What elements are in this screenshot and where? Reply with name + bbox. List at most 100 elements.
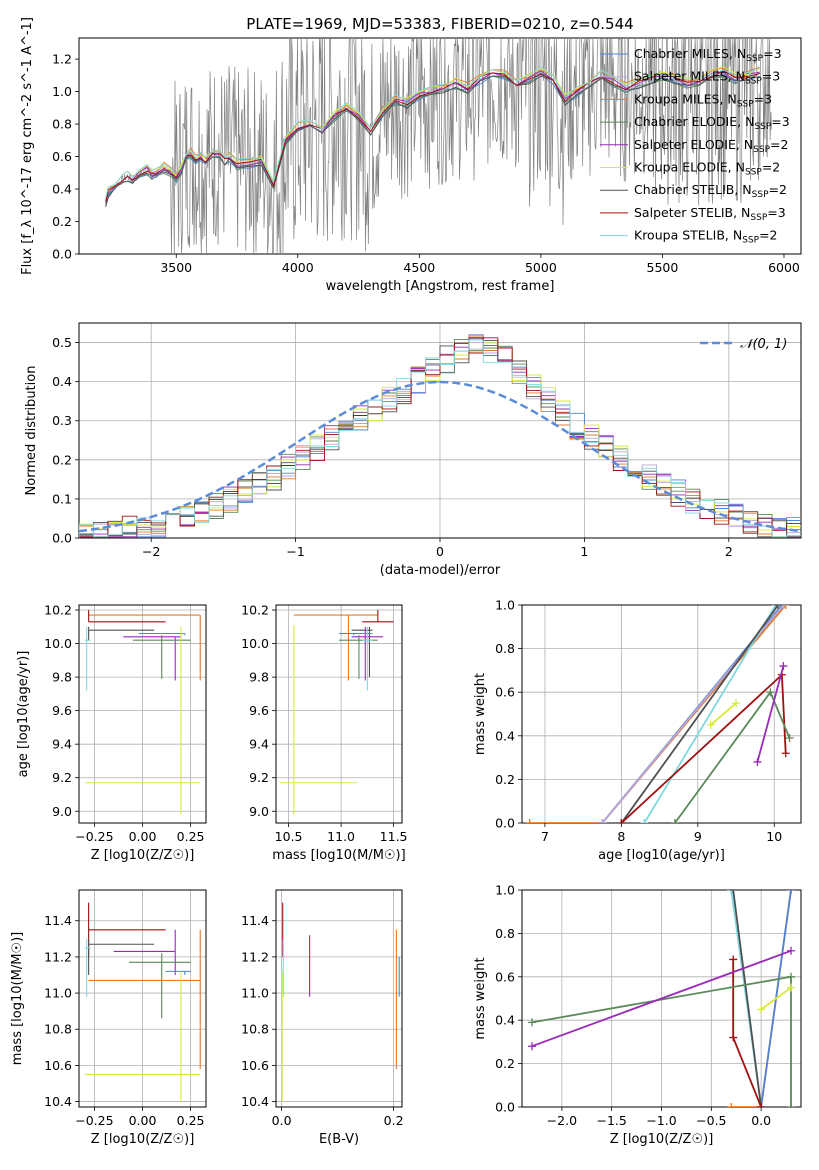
weight-marker [785, 733, 794, 742]
y-tick-label: 11.0 [241, 986, 269, 1001]
weight-marker [781, 749, 790, 758]
y-tick-label: 10.4 [44, 1094, 72, 1109]
massweight-vs-age-lines [525, 605, 794, 823]
legend-label: Salpeter MILES, NSSP=3 [634, 69, 780, 87]
weight-line [732, 959, 762, 1107]
y-tick-label: 0.6 [52, 149, 72, 164]
y-axis-label: Flux [f_λ 10^-17 erg cm^-2 s^-1 A^-1] [20, 17, 35, 275]
y-tick-label: 0.2 [495, 772, 515, 787]
axes-mass-vs-Z: −0.25 0.00 0.25 10.4 10.6 10.8 11.0 11.2 11.4 Z [… [10, 889, 207, 1147]
y-tick-label: 11.2 [44, 949, 72, 964]
weight-line [760, 986, 792, 1011]
y-tick-label: 11.4 [44, 913, 72, 928]
axes-residuals: −2 −1 0 1 2 0.0 0.1 0.2 0.3 0.4 0.5 (data-model)/er… [24, 322, 802, 578]
x-axis-label: mass [log10(M/M☉)] [272, 848, 405, 863]
y-tick-label: 1.0 [495, 598, 515, 613]
weight-marker [753, 757, 762, 766]
mass-vs-Z-points [84, 902, 201, 1102]
x-tick-label: −1.0 [646, 1113, 676, 1128]
plot-layer: 3500 4000 4500 5000 5500 6000 0.0 0.2 0.4 0.6 0.8 1… [10, 17, 802, 1147]
weight-marker [617, 819, 626, 823]
x-tick-label: 3500 [160, 260, 192, 275]
x-tick-label: 6000 [768, 260, 800, 275]
x-tick-label: 1 [580, 544, 588, 559]
axes-age-vs-mass: 10.5 11.0 11.5 9.0 9.2 9.4 9.6 9.8 10.0 10.2 mass … [241, 603, 407, 863]
y-tick-label: 9.6 [249, 703, 269, 718]
normal-distribution-curve [79, 380, 801, 533]
axes-frame [521, 889, 802, 1108]
y-tick-label: 0.4 [495, 728, 515, 743]
y-axis-label: mass [log10(M/M☉)] [10, 932, 25, 1065]
axes-frame [78, 889, 207, 1108]
weight-marker [787, 890, 796, 894]
x-axis-label: Z [log10(Z/Z☉)] [610, 1132, 714, 1147]
y-tick-label: 0.3 [52, 413, 72, 428]
x-axis-label: (data-model)/error [380, 563, 501, 578]
weight-marker [729, 1033, 738, 1042]
weight-marker [766, 688, 775, 697]
weight-marker [732, 699, 741, 708]
axes-frame [78, 37, 802, 255]
model-curve-salpeter-stelib [105, 70, 760, 203]
massweight-vs-Z-lines [527, 890, 796, 1107]
x-tick-label: 0.00 [129, 829, 157, 844]
axes-massweight-vs-age: 7 8 9 10 0.0 0.2 0.4 0.6 0.8 1.0 age [log10(age/yr… [473, 598, 802, 863]
x-tick-label: 9 [694, 829, 702, 844]
x-tick-label: 0.0 [751, 1113, 771, 1128]
y-tick-label: 0.0 [52, 247, 72, 262]
x-tick-label: 0.25 [177, 1113, 205, 1128]
weight-marker [670, 819, 679, 823]
weight-marker [527, 1042, 536, 1051]
y-tick-label: 1.2 [52, 52, 72, 67]
y-axis-label: mass weight [473, 673, 488, 755]
histogram-salpeter-stelib [79, 337, 801, 538]
y-tick-label: 9.2 [249, 770, 269, 785]
histogram-legend: 𝒩(0, 1) [700, 337, 787, 352]
axes-frame [275, 604, 403, 824]
y-tick-label: 0.8 [52, 117, 72, 132]
x-tick-label: 0 [436, 544, 444, 559]
axes-frame [275, 889, 403, 1108]
x-tick-label: 0.25 [177, 829, 205, 844]
weight-marker [729, 955, 738, 964]
weight-marker [787, 983, 796, 992]
axes-massweight-vs-Z: −2.0 −1.5 −1.0 −0.5 0.0 0.0 0.2 0.4 0.6 0.8 1.0 Z [… [473, 883, 802, 1147]
y-tick-label: 10.2 [44, 603, 72, 618]
y-tick-label: 0.8 [495, 641, 515, 656]
mass-vs-EBV-points [281, 902, 400, 1102]
x-tick-label: −0.25 [75, 1113, 113, 1128]
y-tick-label: 9.8 [249, 670, 269, 685]
weight-marker [729, 890, 738, 894]
x-tick-label: 4000 [282, 260, 314, 275]
y-tick-label: 10.8 [241, 1022, 269, 1037]
y-tick-label: 9.2 [52, 770, 72, 785]
y-tick-label: 11.0 [44, 986, 72, 1001]
legend-label: Salpeter STELIB, NSSP=3 [634, 205, 786, 223]
x-tick-label: −1.5 [596, 1113, 626, 1128]
y-tick-label: 11.2 [241, 949, 269, 964]
data-spectrum-line [105, 38, 772, 254]
y-tick-label: 11.4 [241, 913, 269, 928]
weight-line [531, 949, 792, 1048]
legend-label: Kroupa ELODIE, NSSP=2 [634, 160, 780, 178]
x-tick-label: 0.2 [384, 1113, 404, 1128]
model-curve-salpeter-miles [105, 71, 760, 200]
axes-spectrum: 3500 4000 4500 5000 5500 6000 0.0 0.2 0.4 0.6 0.8 1… [20, 17, 802, 294]
x-tick-label: 0.0 [272, 1113, 292, 1128]
y-axis-label: age [log10(age/yr)] [16, 651, 31, 778]
y-tick-label: 0.1 [52, 491, 72, 506]
y-tick-label: 0.4 [495, 1013, 515, 1028]
legend-label: Salpeter ELODIE, NSSP=2 [634, 137, 788, 155]
y-tick-label: 9.0 [52, 804, 72, 819]
weight-marker [727, 1103, 736, 1107]
x-tick-label: 2 [725, 544, 733, 559]
y-tick-label: 1.0 [495, 883, 515, 898]
y-tick-label: 0.4 [52, 374, 72, 389]
x-axis-label: Z [log10(Z/Z☉)] [91, 848, 195, 863]
weight-line [643, 605, 777, 823]
x-tick-label: 8 [617, 829, 625, 844]
weight-marker [787, 972, 796, 981]
weight-marker [787, 1103, 796, 1107]
weight-marker [781, 605, 790, 609]
